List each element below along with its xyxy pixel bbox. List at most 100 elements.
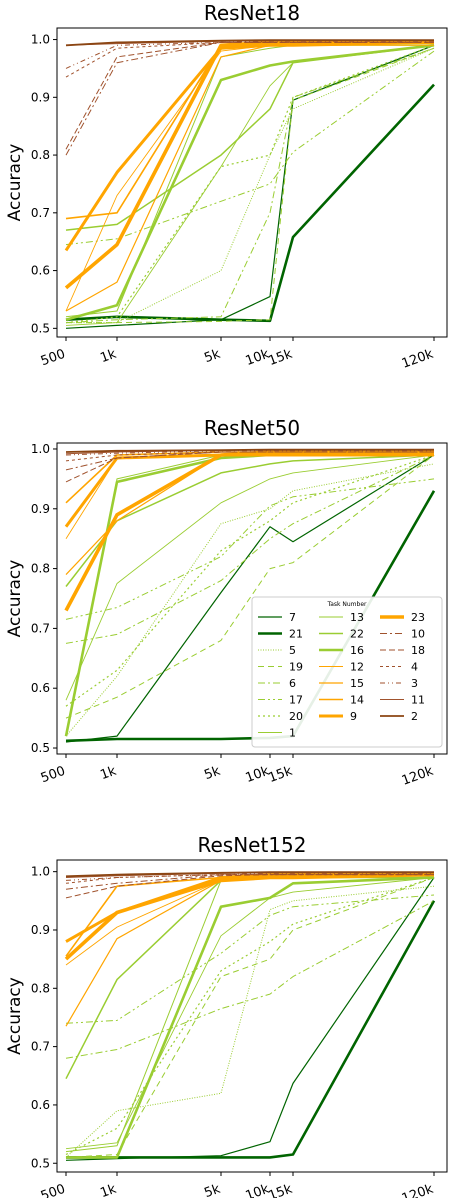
series-line-task-13 (65, 454, 435, 701)
legend-label-task-23: 23 (411, 611, 425, 624)
x-tick-label: 15k (267, 347, 295, 369)
x-tick-label: 120k (400, 1182, 436, 1198)
series-line-task-18 (65, 451, 434, 483)
series-line-task-17 (65, 894, 435, 1024)
legend-label-task-19: 19 (289, 661, 303, 674)
series-line-task-2 (65, 39, 434, 47)
plot-frame (56, 859, 448, 1173)
series-line-task-19 (66, 47, 435, 324)
series-line-task-15 (65, 454, 434, 576)
series-line-task-12 (65, 874, 435, 966)
series-line-task-16 (66, 876, 435, 1159)
series-line-task-7 (65, 877, 435, 1161)
legend-label-task-3: 3 (411, 677, 418, 690)
series-line-task-5 (65, 463, 435, 737)
legend-label-task-12: 12 (350, 661, 364, 674)
y-tick-label: 1.0 (31, 33, 50, 47)
series-line-task-14 (65, 873, 434, 957)
series-line-task-1 (65, 44, 434, 318)
legend-label-task-10: 10 (411, 628, 425, 641)
series-line-task-5 (65, 885, 435, 1158)
chart-1: ResNet18 Accuracy 0.5 0.6 0.7 0.8 0.9 1.0 500 1k 5… (5, 1, 448, 372)
series-line-task-7 (65, 44, 435, 329)
y-tick-label: 0.6 (31, 681, 50, 695)
series-line-task-12 (65, 451, 434, 539)
legend-box (251, 596, 443, 748)
series-line-task-9 (65, 873, 434, 943)
x-tick-label: 500 (39, 764, 67, 787)
plot-frame (56, 27, 448, 338)
x-tick-label: 120k (400, 764, 436, 789)
x-tick-label: 500 (39, 347, 67, 370)
series-line-task-14 (65, 41, 434, 220)
chart-title: ResNet152 (197, 833, 306, 857)
series-line-task-9 (64, 40, 435, 252)
series-line-task-15 (65, 874, 435, 1027)
series-line-task-6 (65, 47, 435, 324)
series-line-task-4 (65, 874, 434, 884)
y-tick-label: 0.9 (31, 923, 50, 937)
x-tick-label: 15k (267, 1182, 295, 1198)
legend-title: Task Number (327, 601, 367, 608)
x-tick-label: 15k (267, 764, 295, 786)
series-line-task-2 (65, 871, 434, 878)
series-line-task-14 (65, 451, 434, 504)
legend-label-task-17: 17 (289, 694, 303, 707)
y-tick-label: 0.5 (31, 741, 50, 755)
series-lines (64, 448, 436, 743)
series-line-task-9 (64, 453, 434, 528)
x-tick-label: 1k (98, 764, 118, 784)
series-line-task-12 (65, 44, 434, 312)
series-line-task-5 (66, 47, 435, 324)
x-tick-label: 500 (39, 1182, 67, 1198)
y-tick-label: 0.8 (31, 981, 50, 995)
y-tick-label: 0.7 (31, 206, 50, 220)
series-line-task-23 (64, 872, 435, 961)
series-line-task-13 (65, 44, 435, 326)
legend-label-task-2: 2 (411, 710, 418, 723)
series-line-task-10 (65, 41, 434, 156)
chart-title: ResNet18 (204, 1, 300, 25)
legend-label-task-9: 9 (350, 710, 357, 723)
legend-label-task-5: 5 (289, 644, 296, 657)
series-line-task-6 (65, 900, 435, 1059)
series-line-task-18 (65, 41, 434, 150)
x-tick-label: 5k (202, 1182, 222, 1198)
series-line-task-4 (65, 41, 434, 78)
legend-label-task-20: 20 (289, 710, 303, 723)
y-tick-label: 1.0 (31, 865, 50, 879)
series-line-task-15 (65, 41, 435, 312)
legend: Task Number72151961720113221612151492310… (251, 596, 443, 748)
series-line-task-13 (65, 877, 435, 1150)
series-line-task-17 (65, 478, 435, 620)
y-tick-label: 0.9 (31, 502, 50, 516)
y-axis-label: Accuracy (5, 977, 25, 1055)
legend-label-task-1: 1 (289, 727, 296, 740)
x-tick-label: 5k (202, 764, 222, 784)
y-tick-label: 0.7 (31, 621, 50, 635)
y-axis-label: Accuracy (5, 560, 25, 638)
series-line-task-19 (65, 454, 435, 719)
y-tick-label: 0.5 (31, 1156, 50, 1170)
legend-label-task-11: 11 (411, 694, 425, 707)
series-line-task-22 (65, 44, 435, 231)
legend-label-task-4: 4 (411, 661, 418, 674)
series-line-task-17 (65, 50, 435, 246)
x-tick-label: 120k (400, 347, 436, 372)
series-line-task-2 (65, 448, 434, 453)
series-line-task-16 (65, 44, 435, 321)
y-tick-label: 0.8 (31, 562, 50, 576)
y-tick-label: 0.6 (31, 264, 50, 278)
y-tick-label: 1.0 (31, 442, 50, 456)
series-line-task-18 (65, 874, 434, 899)
series-line-task-4 (65, 451, 434, 462)
y-tick-label: 0.5 (31, 321, 50, 335)
series-line-task-22 (65, 876, 434, 1080)
series-line-task-6 (65, 454, 435, 644)
series-line-task-20 (65, 454, 435, 707)
x-tick-label: 1k (98, 1182, 118, 1198)
y-tick-label: 0.8 (31, 148, 50, 162)
legend-label-task-15: 15 (350, 677, 364, 690)
series-line-task-20 (65, 44, 435, 324)
series-line-task-3 (65, 872, 434, 881)
